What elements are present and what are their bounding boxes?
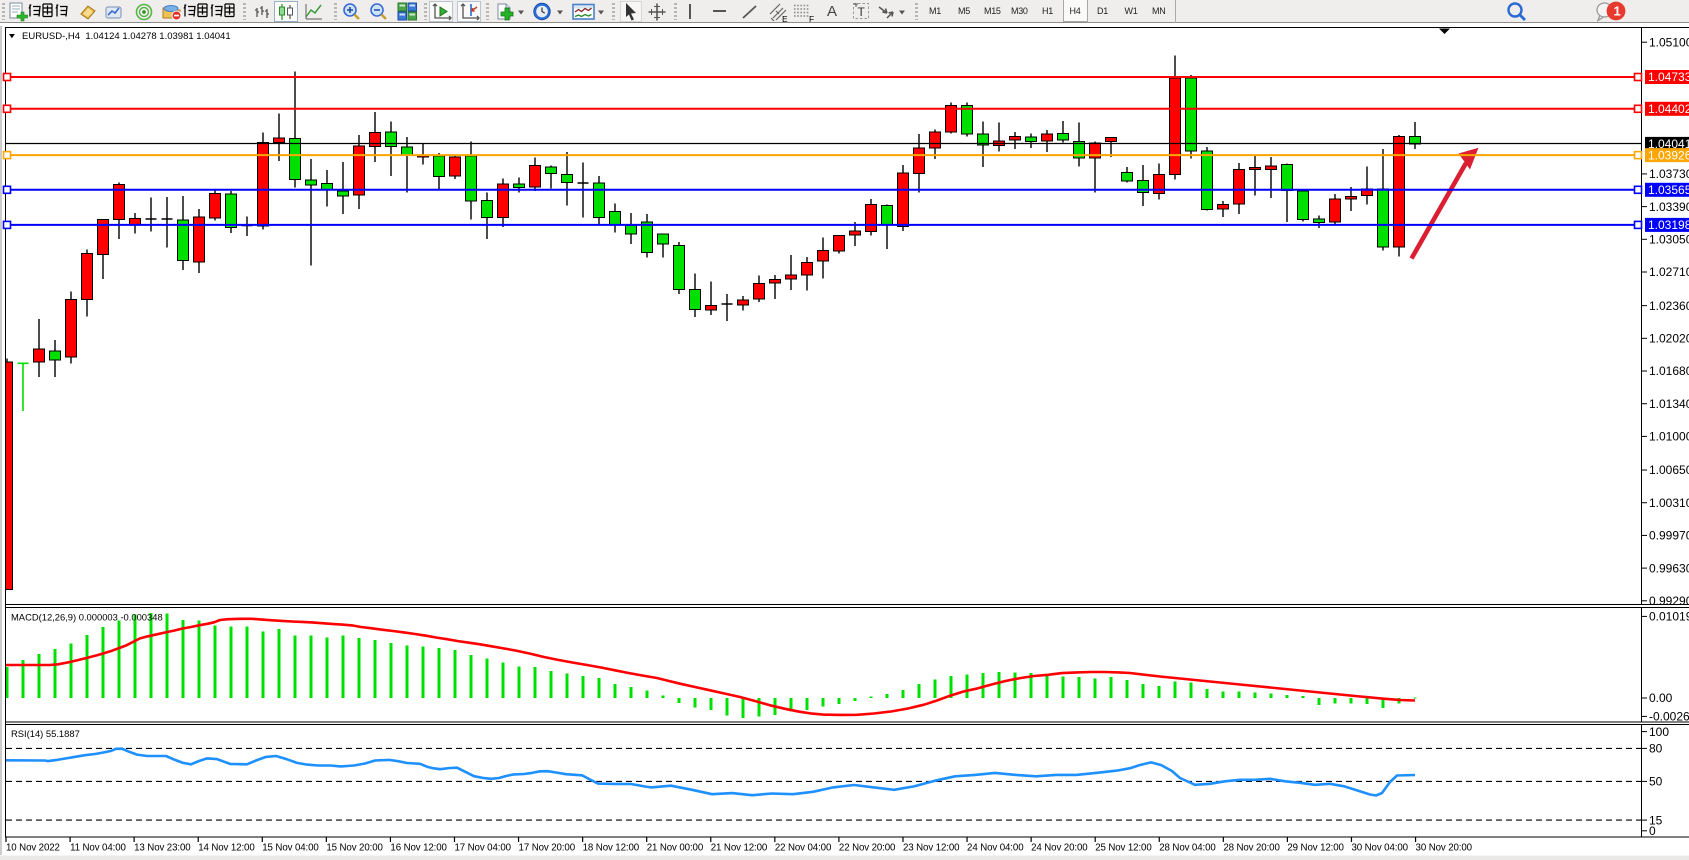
svg-text:T: T	[858, 5, 866, 19]
svg-text:1.02360: 1.02360	[1649, 299, 1689, 313]
svg-text:21 Nov 12:00: 21 Nov 12:00	[711, 843, 768, 854]
svg-text:30 Nov 20:00: 30 Nov 20:00	[1416, 843, 1473, 854]
svg-text:0.99630: 0.99630	[1649, 561, 1689, 575]
svg-text:1.00310: 1.00310	[1649, 496, 1689, 510]
svg-text:22 Nov 20:00: 22 Nov 20:00	[839, 843, 896, 854]
svg-text:15: 15	[1649, 813, 1663, 827]
svg-text:13 Nov 23:00: 13 Nov 23:00	[134, 843, 191, 854]
svg-text:1.04733: 1.04733	[1648, 70, 1689, 84]
svg-text:F: F	[809, 14, 814, 23]
svg-text:EURUSD-,H4 1.04124 1.04278 1.: EURUSD-,H4 1.04124 1.04278 1.03981 1.040…	[22, 31, 231, 42]
svg-text:18 Nov 12:00: 18 Nov 12:00	[583, 843, 640, 854]
svg-text:1.00650: 1.00650	[1649, 463, 1689, 477]
svg-text:1.04402: 1.04402	[1648, 102, 1689, 116]
svg-text:28 Nov 20:00: 28 Nov 20:00	[1223, 843, 1280, 854]
svg-text:28 Nov 04:00: 28 Nov 04:00	[1159, 843, 1216, 854]
svg-text:29 Nov 12:00: 29 Nov 12:00	[1287, 843, 1344, 854]
svg-text:15 Nov 20:00: 15 Nov 20:00	[326, 843, 383, 854]
svg-text:1.01340: 1.01340	[1649, 397, 1689, 411]
svg-text:0: 0	[1649, 824, 1656, 838]
svg-text:0.99970: 0.99970	[1649, 529, 1689, 543]
svg-text:1.01680: 1.01680	[1649, 364, 1689, 378]
svg-text:1.03926: 1.03926	[1648, 148, 1689, 162]
svg-text:50: 50	[1649, 775, 1663, 789]
svg-text:30 Nov 04:00: 30 Nov 04:00	[1351, 843, 1408, 854]
svg-text:1.05100: 1.05100	[1649, 35, 1689, 49]
svg-text:1.03565: 1.03565	[1648, 183, 1689, 197]
svg-text:14 Nov 12:00: 14 Nov 12:00	[198, 843, 255, 854]
svg-text:E: E	[782, 14, 788, 23]
svg-text:11 Nov 04:00: 11 Nov 04:00	[70, 843, 126, 854]
svg-text:RSI(14) 55.1887: RSI(14) 55.1887	[11, 728, 80, 739]
svg-text:24 Nov 20:00: 24 Nov 20:00	[1031, 843, 1088, 854]
svg-text:1: 1	[1614, 4, 1621, 19]
svg-text:1.03730: 1.03730	[1649, 167, 1689, 181]
svg-text:1.04041: 1.04041	[1648, 137, 1689, 151]
svg-text:1.03198: 1.03198	[1648, 218, 1689, 232]
svg-text:15 Nov 04:00: 15 Nov 04:00	[262, 843, 319, 854]
svg-text:25 Nov 12:00: 25 Nov 12:00	[1095, 843, 1152, 854]
svg-text:100: 100	[1649, 725, 1669, 739]
svg-text:1.03390: 1.03390	[1649, 200, 1689, 214]
svg-text:1.03050: 1.03050	[1649, 232, 1689, 246]
svg-text:-0.002642: -0.002642	[1649, 710, 1689, 724]
svg-text:80: 80	[1649, 742, 1663, 756]
svg-text:10 Nov 2022: 10 Nov 2022	[6, 843, 60, 854]
svg-text:1.02020: 1.02020	[1649, 332, 1689, 346]
svg-text:0.99290: 0.99290	[1649, 594, 1689, 608]
svg-text:22 Nov 04:00: 22 Nov 04:00	[775, 843, 832, 854]
svg-text:24 Nov 04:00: 24 Nov 04:00	[967, 843, 1024, 854]
svg-text:MACD(12,26,9) 0.000003 -0.0003: MACD(12,26,9) 0.000003 -0.000348	[11, 612, 163, 623]
svg-text:1.02710: 1.02710	[1649, 265, 1689, 279]
svg-text:23 Nov 12:00: 23 Nov 12:00	[903, 843, 960, 854]
svg-text:17 Nov 04:00: 17 Nov 04:00	[454, 843, 511, 854]
svg-text:0.00: 0.00	[1649, 691, 1673, 705]
svg-text:17 Nov 20:00: 17 Nov 20:00	[519, 843, 576, 854]
svg-text:1.01000: 1.01000	[1649, 430, 1689, 444]
svg-text:16 Nov 12:00: 16 Nov 12:00	[390, 843, 447, 854]
svg-text:21 Nov 00:00: 21 Nov 00:00	[647, 843, 704, 854]
svg-text:0.010191: 0.010191	[1649, 610, 1689, 624]
